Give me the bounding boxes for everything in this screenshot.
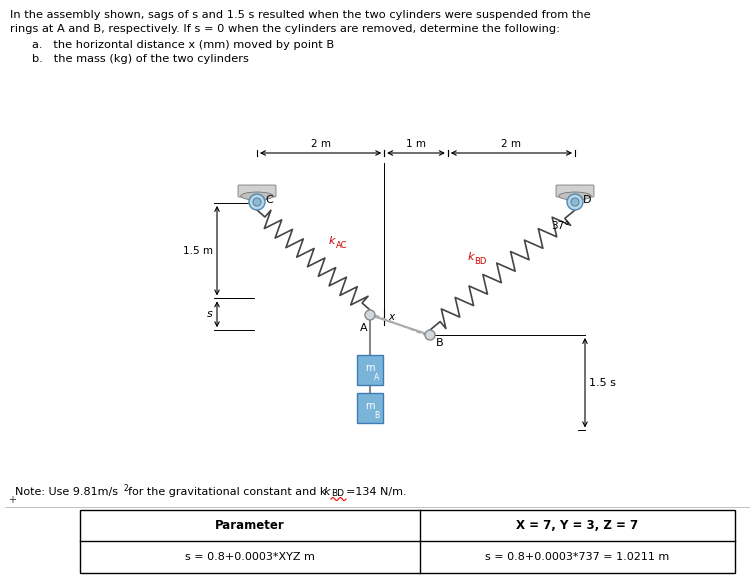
Text: for the gravitational constant and k: for the gravitational constant and k (128, 487, 326, 497)
Text: k: k (324, 487, 331, 497)
Text: s = 0.8+0.0003*737 = 1.0211 m: s = 0.8+0.0003*737 = 1.0211 m (485, 552, 670, 562)
Text: 2: 2 (123, 484, 128, 493)
Text: b.   the mass (kg) of the two cylinders: b. the mass (kg) of the two cylinders (32, 54, 249, 64)
Text: In the assembly shown, sags of s and 1.5 s resulted when the two cylinders were : In the assembly shown, sags of s and 1.5… (10, 10, 591, 20)
Text: 2 m: 2 m (502, 139, 521, 149)
Text: AC: AC (335, 241, 347, 251)
Text: s = 0.8+0.0003*XYZ m: s = 0.8+0.0003*XYZ m (185, 552, 315, 562)
Text: B: B (436, 338, 444, 348)
Text: 1 m: 1 m (406, 139, 426, 149)
Text: 1.5 m: 1.5 m (183, 245, 213, 256)
Text: BD: BD (331, 489, 344, 498)
Text: BD: BD (475, 257, 487, 265)
Circle shape (253, 198, 261, 206)
Text: 1.5 s: 1.5 s (589, 378, 616, 388)
Text: 2 m: 2 m (310, 139, 331, 149)
Text: k: k (467, 251, 474, 262)
Text: 37°: 37° (551, 221, 570, 231)
Ellipse shape (559, 192, 591, 200)
Text: rings at A and B, respectively. If s = 0 when the cylinders are removed, determi: rings at A and B, respectively. If s = 0… (10, 24, 560, 34)
Text: m: m (365, 401, 375, 411)
Text: D: D (583, 195, 592, 205)
Text: +: + (8, 495, 16, 505)
Bar (357, 393, 383, 423)
FancyBboxPatch shape (556, 185, 594, 197)
Text: A: A (360, 323, 368, 333)
Text: x: x (388, 312, 394, 322)
Circle shape (249, 194, 265, 210)
Text: X = 7, Y = 3, Z = 7: X = 7, Y = 3, Z = 7 (517, 519, 638, 532)
Text: s: s (207, 310, 213, 319)
Text: A: A (374, 373, 380, 382)
Text: B: B (374, 411, 379, 420)
Text: C: C (265, 195, 273, 205)
Circle shape (365, 310, 375, 320)
Text: k: k (328, 237, 335, 247)
Text: a.   the horizontal distance x (mm) moved by point B: a. the horizontal distance x (mm) moved … (32, 40, 334, 50)
Bar (80, 510, 735, 573)
Circle shape (567, 194, 583, 210)
Ellipse shape (241, 192, 273, 200)
Text: Note: Use 9.81m/s: Note: Use 9.81m/s (15, 487, 118, 497)
Circle shape (571, 198, 579, 206)
Text: =134 N/m.: =134 N/m. (346, 487, 406, 497)
Text: m: m (365, 363, 375, 373)
Text: Parameter: Parameter (215, 519, 285, 532)
Bar (357, 355, 383, 385)
Circle shape (425, 330, 435, 340)
FancyBboxPatch shape (238, 185, 276, 197)
